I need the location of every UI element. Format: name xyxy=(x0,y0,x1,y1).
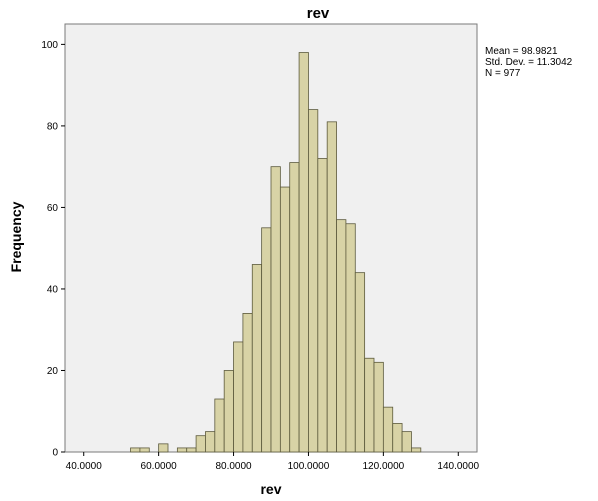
y-tick-label: 60 xyxy=(47,203,59,214)
y-tick-label: 20 xyxy=(47,366,59,377)
x-axis: 40.0000 60.0000 80.0000 100.0000 120.0000 140… xyxy=(66,452,480,472)
x-axis-title: rev xyxy=(260,481,281,497)
histogram-bar xyxy=(364,357,375,453)
histogram-bar xyxy=(130,447,141,453)
y-tick-label: 40 xyxy=(47,284,59,295)
histogram-bar xyxy=(186,447,197,453)
statistics-box: Mean = 98.9821 Std. Dev. = 11.3042 N = 9… xyxy=(485,46,573,79)
y-axis-title: Frequency xyxy=(8,201,24,272)
stat-std-dev: Std. Dev. = 11.3042 xyxy=(485,57,573,68)
stat-mean: Mean = 98.9821 xyxy=(485,46,558,57)
histogram-bar xyxy=(158,443,169,453)
histogram-bar xyxy=(223,370,234,453)
histogram-bar xyxy=(336,219,347,453)
histogram-bar xyxy=(373,361,384,453)
histogram-bar xyxy=(242,313,253,453)
histogram-bar xyxy=(401,431,412,453)
histogram-bar xyxy=(326,121,337,453)
histogram-bars xyxy=(130,52,422,453)
histogram-bar xyxy=(270,166,281,453)
x-tick-label: 40.0000 xyxy=(66,461,103,472)
histogram-bar xyxy=(176,447,188,453)
stat-n: N = 977 xyxy=(485,68,521,79)
histogram-bar xyxy=(279,186,291,453)
x-tick-label: 80.0000 xyxy=(215,461,252,472)
chart-title: rev xyxy=(307,5,330,22)
histogram-bar xyxy=(289,162,300,453)
x-tick-label: 140.0000 xyxy=(437,461,479,472)
histogram-bar xyxy=(298,52,309,453)
histogram-bar xyxy=(214,398,225,453)
histogram-bar xyxy=(317,158,328,453)
x-tick-label: 60.0000 xyxy=(141,461,178,472)
histogram-bar xyxy=(392,423,403,453)
histogram-bar xyxy=(139,447,150,453)
y-tick-label: 80 xyxy=(47,121,59,132)
histogram-bar xyxy=(411,447,422,453)
histogram-bar xyxy=(308,109,319,453)
histogram-bar xyxy=(195,435,206,453)
y-tick-label: 100 xyxy=(41,40,58,51)
histogram-bar xyxy=(233,341,244,453)
x-tick-label: 120.0000 xyxy=(363,461,405,472)
histogram-bar xyxy=(354,272,366,453)
histogram-bar xyxy=(251,264,263,453)
histogram-bar xyxy=(205,431,216,453)
y-axis: 0 20 40 60 80 100 xyxy=(41,40,65,459)
x-tick-label: 100.0000 xyxy=(288,461,330,472)
histogram-bar xyxy=(345,223,356,453)
y-tick-label: 0 xyxy=(52,448,58,459)
histogram-bar xyxy=(382,406,394,453)
histogram-bar xyxy=(261,227,272,453)
